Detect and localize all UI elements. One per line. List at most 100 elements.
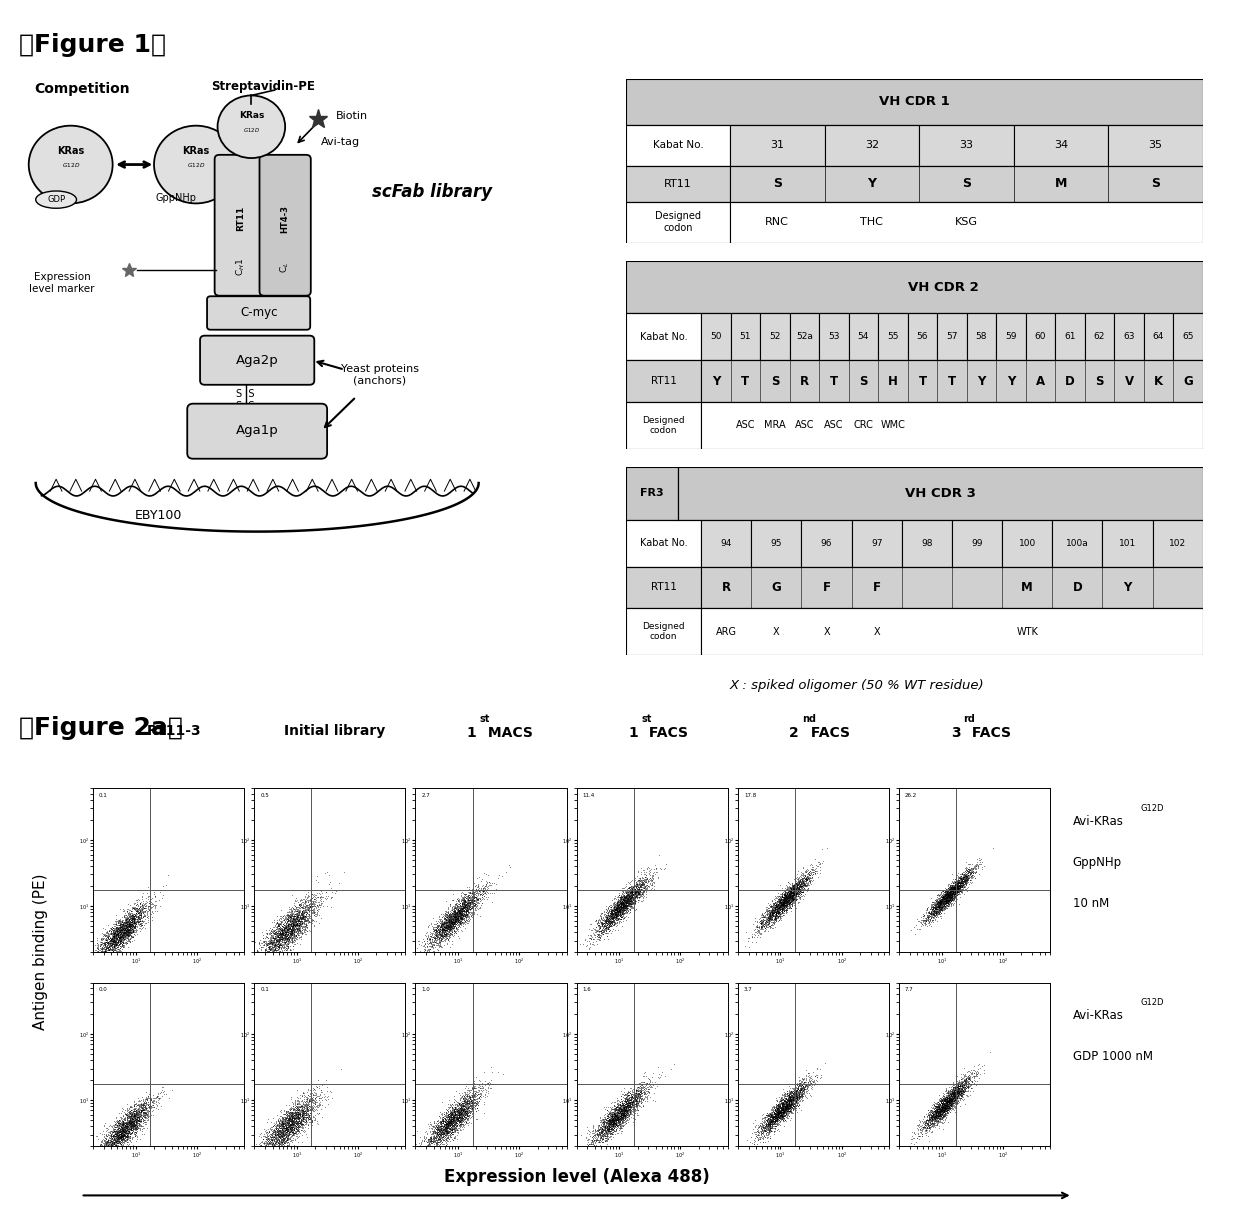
Point bbox=[295, 924, 315, 944]
Point bbox=[620, 893, 640, 912]
Point bbox=[629, 883, 649, 902]
Point bbox=[91, 1137, 110, 1156]
Point bbox=[616, 895, 636, 915]
Point bbox=[961, 862, 981, 882]
Point bbox=[926, 1097, 946, 1116]
Point bbox=[966, 862, 986, 882]
Point bbox=[941, 1082, 961, 1101]
Point bbox=[765, 1117, 785, 1137]
Point bbox=[475, 883, 495, 902]
Point bbox=[947, 879, 967, 899]
Point bbox=[293, 1094, 312, 1114]
Point bbox=[269, 930, 289, 950]
Point bbox=[139, 1097, 159, 1116]
Point bbox=[934, 1083, 954, 1103]
Point bbox=[629, 1081, 649, 1100]
Point bbox=[769, 907, 789, 927]
Point bbox=[440, 1095, 460, 1115]
Point bbox=[786, 1082, 806, 1101]
Point bbox=[776, 887, 796, 906]
Point bbox=[110, 1139, 130, 1158]
Point bbox=[458, 885, 477, 905]
Point bbox=[94, 938, 114, 957]
Point bbox=[764, 909, 784, 928]
Point bbox=[936, 1101, 956, 1121]
Point bbox=[285, 930, 305, 950]
Point bbox=[626, 1093, 646, 1112]
Point bbox=[128, 1099, 148, 1118]
Point bbox=[93, 951, 113, 970]
Point bbox=[743, 915, 763, 934]
Point bbox=[453, 1083, 472, 1103]
Point bbox=[445, 1101, 465, 1121]
Point bbox=[921, 1116, 941, 1135]
Point bbox=[780, 1087, 800, 1106]
Point bbox=[273, 1114, 293, 1133]
Point bbox=[776, 890, 796, 910]
Point bbox=[279, 1107, 299, 1127]
Point bbox=[763, 1107, 782, 1127]
Point bbox=[768, 885, 787, 905]
Point bbox=[280, 902, 300, 922]
Point bbox=[108, 1129, 128, 1149]
Point bbox=[935, 1103, 955, 1122]
Point bbox=[273, 929, 293, 949]
Point bbox=[780, 882, 800, 901]
Point bbox=[779, 888, 799, 907]
Point bbox=[439, 916, 459, 935]
Point bbox=[615, 894, 635, 913]
Point bbox=[444, 1107, 464, 1127]
Point bbox=[459, 1088, 479, 1107]
Point bbox=[961, 1075, 981, 1094]
Point bbox=[939, 892, 959, 911]
Point bbox=[120, 915, 140, 934]
Point bbox=[595, 916, 615, 935]
Point bbox=[593, 1120, 613, 1139]
Point bbox=[776, 1092, 796, 1111]
Point bbox=[949, 873, 968, 893]
Point bbox=[461, 1086, 481, 1105]
Point bbox=[125, 1107, 145, 1127]
Point bbox=[921, 902, 941, 922]
Point bbox=[273, 1116, 293, 1135]
Point bbox=[455, 898, 475, 917]
Point bbox=[110, 921, 130, 940]
Point bbox=[771, 899, 791, 918]
Point bbox=[450, 909, 470, 928]
Point bbox=[784, 881, 804, 900]
Point bbox=[265, 1120, 285, 1139]
Point bbox=[777, 894, 797, 913]
Point bbox=[119, 917, 139, 936]
Point bbox=[598, 1106, 618, 1126]
Point bbox=[283, 940, 303, 959]
Point bbox=[781, 1093, 801, 1112]
Point bbox=[278, 1110, 298, 1129]
Point bbox=[283, 1104, 303, 1123]
Point bbox=[290, 1100, 310, 1120]
Point bbox=[460, 899, 480, 918]
Point bbox=[100, 929, 120, 949]
Point bbox=[785, 883, 805, 902]
Point bbox=[768, 1095, 787, 1115]
Point bbox=[589, 913, 609, 933]
Point bbox=[105, 923, 125, 943]
Point bbox=[448, 1110, 467, 1129]
Point bbox=[950, 881, 970, 900]
Point bbox=[126, 1100, 146, 1120]
Point bbox=[272, 1121, 291, 1140]
Point bbox=[443, 1112, 463, 1132]
Point bbox=[599, 1114, 619, 1133]
Point bbox=[758, 901, 777, 921]
Point bbox=[596, 1121, 616, 1140]
Point bbox=[930, 893, 950, 912]
Point bbox=[618, 896, 637, 916]
Point bbox=[944, 1082, 963, 1101]
Point bbox=[95, 936, 115, 956]
Point bbox=[453, 1109, 472, 1128]
Point bbox=[298, 1109, 317, 1128]
Point bbox=[103, 1123, 123, 1143]
Point bbox=[277, 1131, 296, 1150]
Text: G: G bbox=[1183, 375, 1193, 388]
Point bbox=[131, 1103, 151, 1122]
Point bbox=[456, 901, 476, 921]
